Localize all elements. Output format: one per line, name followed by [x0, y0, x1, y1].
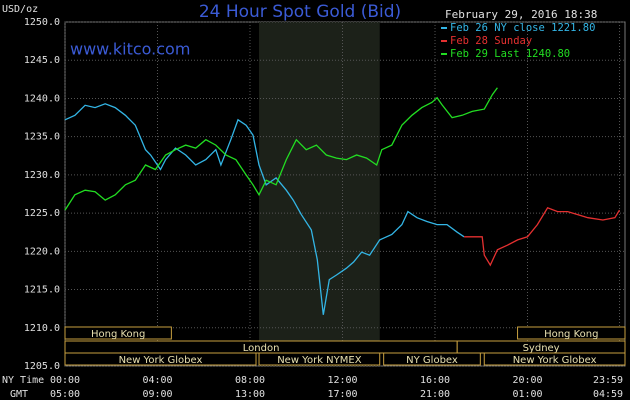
x2-axis-label: GMT — [10, 389, 28, 400]
y-tick-label: 1245.0 — [24, 55, 60, 66]
price-line — [464, 207, 621, 267]
x-tick-label: 04:00 — [142, 375, 172, 386]
x2-tick-label: 01:00 — [512, 389, 542, 400]
legend-label: Feb 29 Last 1240.80 — [450, 48, 570, 60]
y-tick-label: 1210.0 — [24, 323, 60, 334]
session-label: Hong Kong — [544, 329, 598, 340]
price-line — [64, 87, 498, 211]
session-box — [483, 352, 626, 366]
y-tick-label: 1240.0 — [24, 93, 60, 104]
session-label: Hong Kong — [91, 329, 145, 340]
x2-tick-label: 05:00 — [50, 389, 80, 400]
chart-title: 24 Hour Spot Gold (Bid) — [199, 2, 401, 22]
session-label: London — [243, 343, 280, 354]
highlight-band — [259, 22, 380, 366]
x2-tick-label: 13:00 — [235, 389, 265, 400]
session-label: New York NYMEX — [277, 355, 362, 366]
session-label: New York Globex — [513, 355, 597, 366]
legend-label: Feb 28 Sunday — [450, 35, 532, 47]
x2-tick-label: 17:00 — [327, 389, 357, 400]
price-line — [64, 103, 465, 315]
date-label: February 29, 2016 18:38 — [445, 8, 597, 21]
x2-tick-label: 09:00 — [142, 389, 172, 400]
y-tick-label: 1250.0 — [24, 17, 60, 28]
session-box — [383, 352, 481, 366]
y-tick-label: 1205.0 — [24, 361, 60, 372]
session-box — [64, 326, 172, 340]
x-tick-label: 16:00 — [420, 375, 450, 386]
x-tick-label: 08:00 — [235, 375, 265, 386]
y-tick-label: 1215.0 — [24, 285, 60, 296]
x2-tick-label: 04:59 — [593, 389, 623, 400]
legend-label: Feb 26 NY close 1221.80 — [450, 22, 595, 34]
session-label: New York Globex — [119, 355, 203, 366]
x-axis-label: NY Time — [2, 375, 44, 386]
x2-tick-label: 21:00 — [420, 389, 450, 400]
session-box — [64, 352, 257, 366]
session-box — [258, 352, 381, 366]
y-tick-label: 1230.0 — [24, 170, 60, 181]
session-label: NY Globex — [406, 355, 458, 366]
x-tick-label: 00:00 — [50, 375, 80, 386]
x-tick-label: 23:59 — [593, 375, 623, 386]
y-tick-label: 1220.0 — [24, 246, 60, 257]
subtitle: www.kitco.com — [70, 40, 190, 59]
y-tick-label: 1235.0 — [24, 132, 60, 143]
y-axis-label: USD/oz — [2, 4, 38, 15]
session-box — [517, 326, 626, 340]
x-tick-label: 20:00 — [512, 375, 542, 386]
x-tick-label: 12:00 — [327, 375, 357, 386]
session-label: Sydney — [523, 343, 560, 354]
y-tick-label: 1225.0 — [24, 208, 60, 219]
